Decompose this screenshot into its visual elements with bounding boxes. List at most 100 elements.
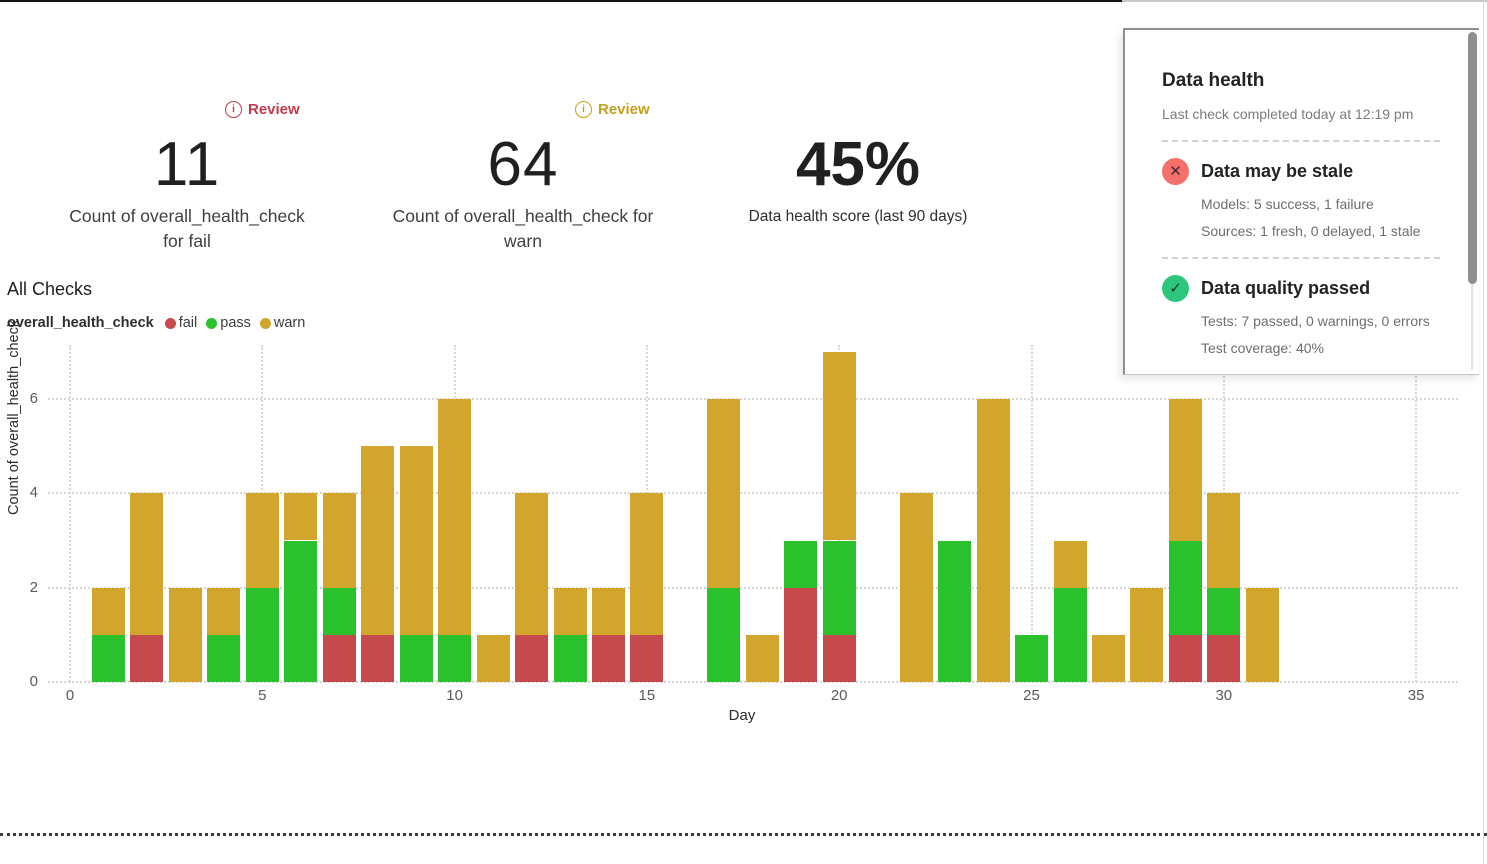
h-gridline: [48, 397, 1458, 400]
bar-day20-fail[interactable]: [822, 634, 856, 682]
legend-item-fail[interactable]: fail: [164, 315, 198, 331]
bar-day18-warn[interactable]: [745, 634, 779, 682]
x-axis-label: Day: [728, 707, 756, 724]
v-gridline: [1030, 345, 1033, 682]
bar-day17-pass[interactable]: [707, 587, 741, 682]
kpi-warn-label: Count of overall_health_check for warn: [392, 206, 654, 251]
y-tick-label: 4: [29, 484, 38, 502]
review-badge-label: Review: [248, 101, 300, 118]
bar-day26-warn[interactable]: [1053, 540, 1087, 588]
x-tick-label: 5: [258, 687, 267, 704]
review-badge-fail[interactable]: i Review: [225, 101, 300, 118]
y-tick-label: 6: [29, 389, 38, 407]
pass-dot-icon: [206, 317, 218, 329]
bar-day12-warn[interactable]: [515, 493, 548, 635]
x-tick-label: 20: [830, 687, 848, 704]
bar-day17-warn[interactable]: [707, 399, 741, 588]
bar-day30-warn[interactable]: [1207, 493, 1241, 588]
bar-day5-warn[interactable]: [245, 493, 279, 588]
bar-day8-fail[interactable]: [361, 634, 395, 682]
x-tick-label: 0: [65, 687, 75, 704]
fail-dot-icon: [164, 317, 176, 329]
bar-day27-warn[interactable]: [1091, 634, 1125, 682]
bar-day31-warn[interactable]: [1245, 587, 1279, 682]
bar-day7-warn[interactable]: [322, 493, 356, 588]
bar-day4-warn[interactable]: [207, 587, 241, 635]
bar-day14-warn[interactable]: [591, 587, 625, 635]
info-icon: i: [225, 101, 242, 118]
bar-day15-fail[interactable]: [630, 634, 664, 682]
panel-item-line: Sources: 1 fresh, 0 delayed, 1 stale: [1201, 223, 1421, 239]
x-tick-label: 10: [446, 687, 463, 704]
bar-day30-pass[interactable]: [1207, 587, 1241, 635]
legend-item-warn[interactable]: warn: [259, 315, 305, 331]
y-tick-label: 0: [29, 673, 38, 690]
bar-day1-pass[interactable]: [92, 634, 125, 682]
bar-day29-warn[interactable]: [1168, 399, 1202, 541]
panel-item-line: Test coverage: 40%: [1201, 340, 1324, 356]
bar-day25-pass[interactable]: [1015, 634, 1048, 682]
bar-day6-warn[interactable]: [284, 493, 318, 541]
v-gridline: [69, 345, 71, 682]
bottom-dotted-divider: [0, 833, 1487, 836]
bar-day29-fail[interactable]: [1168, 634, 1202, 682]
kpi-fail-count: i Review 11 Count of overall_health_chec…: [40, 96, 334, 254]
bar-day20-warn[interactable]: [822, 351, 856, 541]
dashed-separator: [1162, 257, 1440, 259]
dashed-separator: [1162, 140, 1440, 142]
bar-day2-fail[interactable]: [130, 634, 164, 682]
x-tick-label: 35: [1407, 687, 1425, 704]
x-tick-label: 30: [1215, 687, 1233, 704]
bar-day23-pass[interactable]: [938, 540, 972, 682]
x-tick-label: 15: [638, 687, 656, 704]
top-border-line: [0, 0, 1122, 2]
bar-day3-warn[interactable]: [168, 587, 202, 682]
bar-day7-pass[interactable]: [322, 587, 356, 635]
legend-item-pass[interactable]: pass: [206, 315, 251, 331]
bar-day12-fail[interactable]: [515, 634, 548, 682]
panel-item-line: Models: 5 success, 1 failure: [1201, 196, 1374, 212]
kpi-health-score: 45% Data health score (last 90 days): [710, 96, 1006, 226]
panel-item-stale: ✕ Data may be stale Models: 5 success, 1…: [1162, 158, 1449, 239]
x-tick-label: 25: [1023, 687, 1040, 704]
bar-day24-warn[interactable]: [976, 399, 1010, 682]
bar-day29-pass[interactable]: [1168, 540, 1202, 635]
top-border-line-right: [1122, 0, 1487, 2]
bar-day4-pass[interactable]: [207, 634, 241, 682]
v-gridline: [1415, 345, 1418, 682]
bar-day8-warn[interactable]: [361, 446, 395, 635]
bar-day5-pass[interactable]: [245, 587, 279, 682]
bar-day10-pass[interactable]: [438, 634, 472, 682]
panel-last-check: Last check completed today at 12:19 pm: [1162, 106, 1414, 122]
bar-day7-fail[interactable]: [322, 634, 356, 682]
bar-day30-fail[interactable]: [1207, 634, 1241, 682]
review-badge-warn[interactable]: i Review: [575, 101, 650, 118]
bar-day15-warn[interactable]: [630, 493, 664, 635]
chart-legend: overall_health_check fail pass warn: [7, 315, 305, 331]
bar-day13-pass[interactable]: [553, 634, 587, 682]
bar-day9-warn[interactable]: [399, 446, 433, 635]
bar-day13-warn[interactable]: [553, 587, 587, 635]
check-circle-icon: ✓: [1162, 275, 1189, 302]
bar-day11-warn[interactable]: [476, 634, 510, 682]
bar-day1-warn[interactable]: [92, 587, 125, 635]
kpi-warn-count: i Review 64 Count of overall_health_chec…: [376, 96, 670, 254]
data-health-panel: Data health Last check completed today a…: [1123, 28, 1479, 375]
bar-day19-fail[interactable]: [784, 587, 818, 682]
legend-label-fail: fail: [178, 315, 198, 331]
bar-day6-pass[interactable]: [284, 540, 318, 682]
bar-day26-pass[interactable]: [1053, 587, 1087, 682]
bar-day10-warn[interactable]: [438, 399, 472, 635]
bar-day28-warn[interactable]: [1130, 587, 1164, 682]
bar-day22-warn[interactable]: [899, 493, 933, 682]
bar-day2-warn[interactable]: [130, 493, 164, 635]
panel-scrollbar-track[interactable]: [1471, 284, 1473, 370]
panel-scrollbar-thumb[interactable]: [1468, 32, 1477, 284]
bar-day9-pass[interactable]: [399, 634, 433, 682]
legend-label-pass: pass: [220, 315, 251, 331]
kpi-fail-value: 11: [153, 130, 221, 199]
bar-day20-pass[interactable]: [822, 540, 856, 635]
bar-day19-pass[interactable]: [784, 540, 818, 588]
bar-day14-fail[interactable]: [591, 634, 625, 682]
